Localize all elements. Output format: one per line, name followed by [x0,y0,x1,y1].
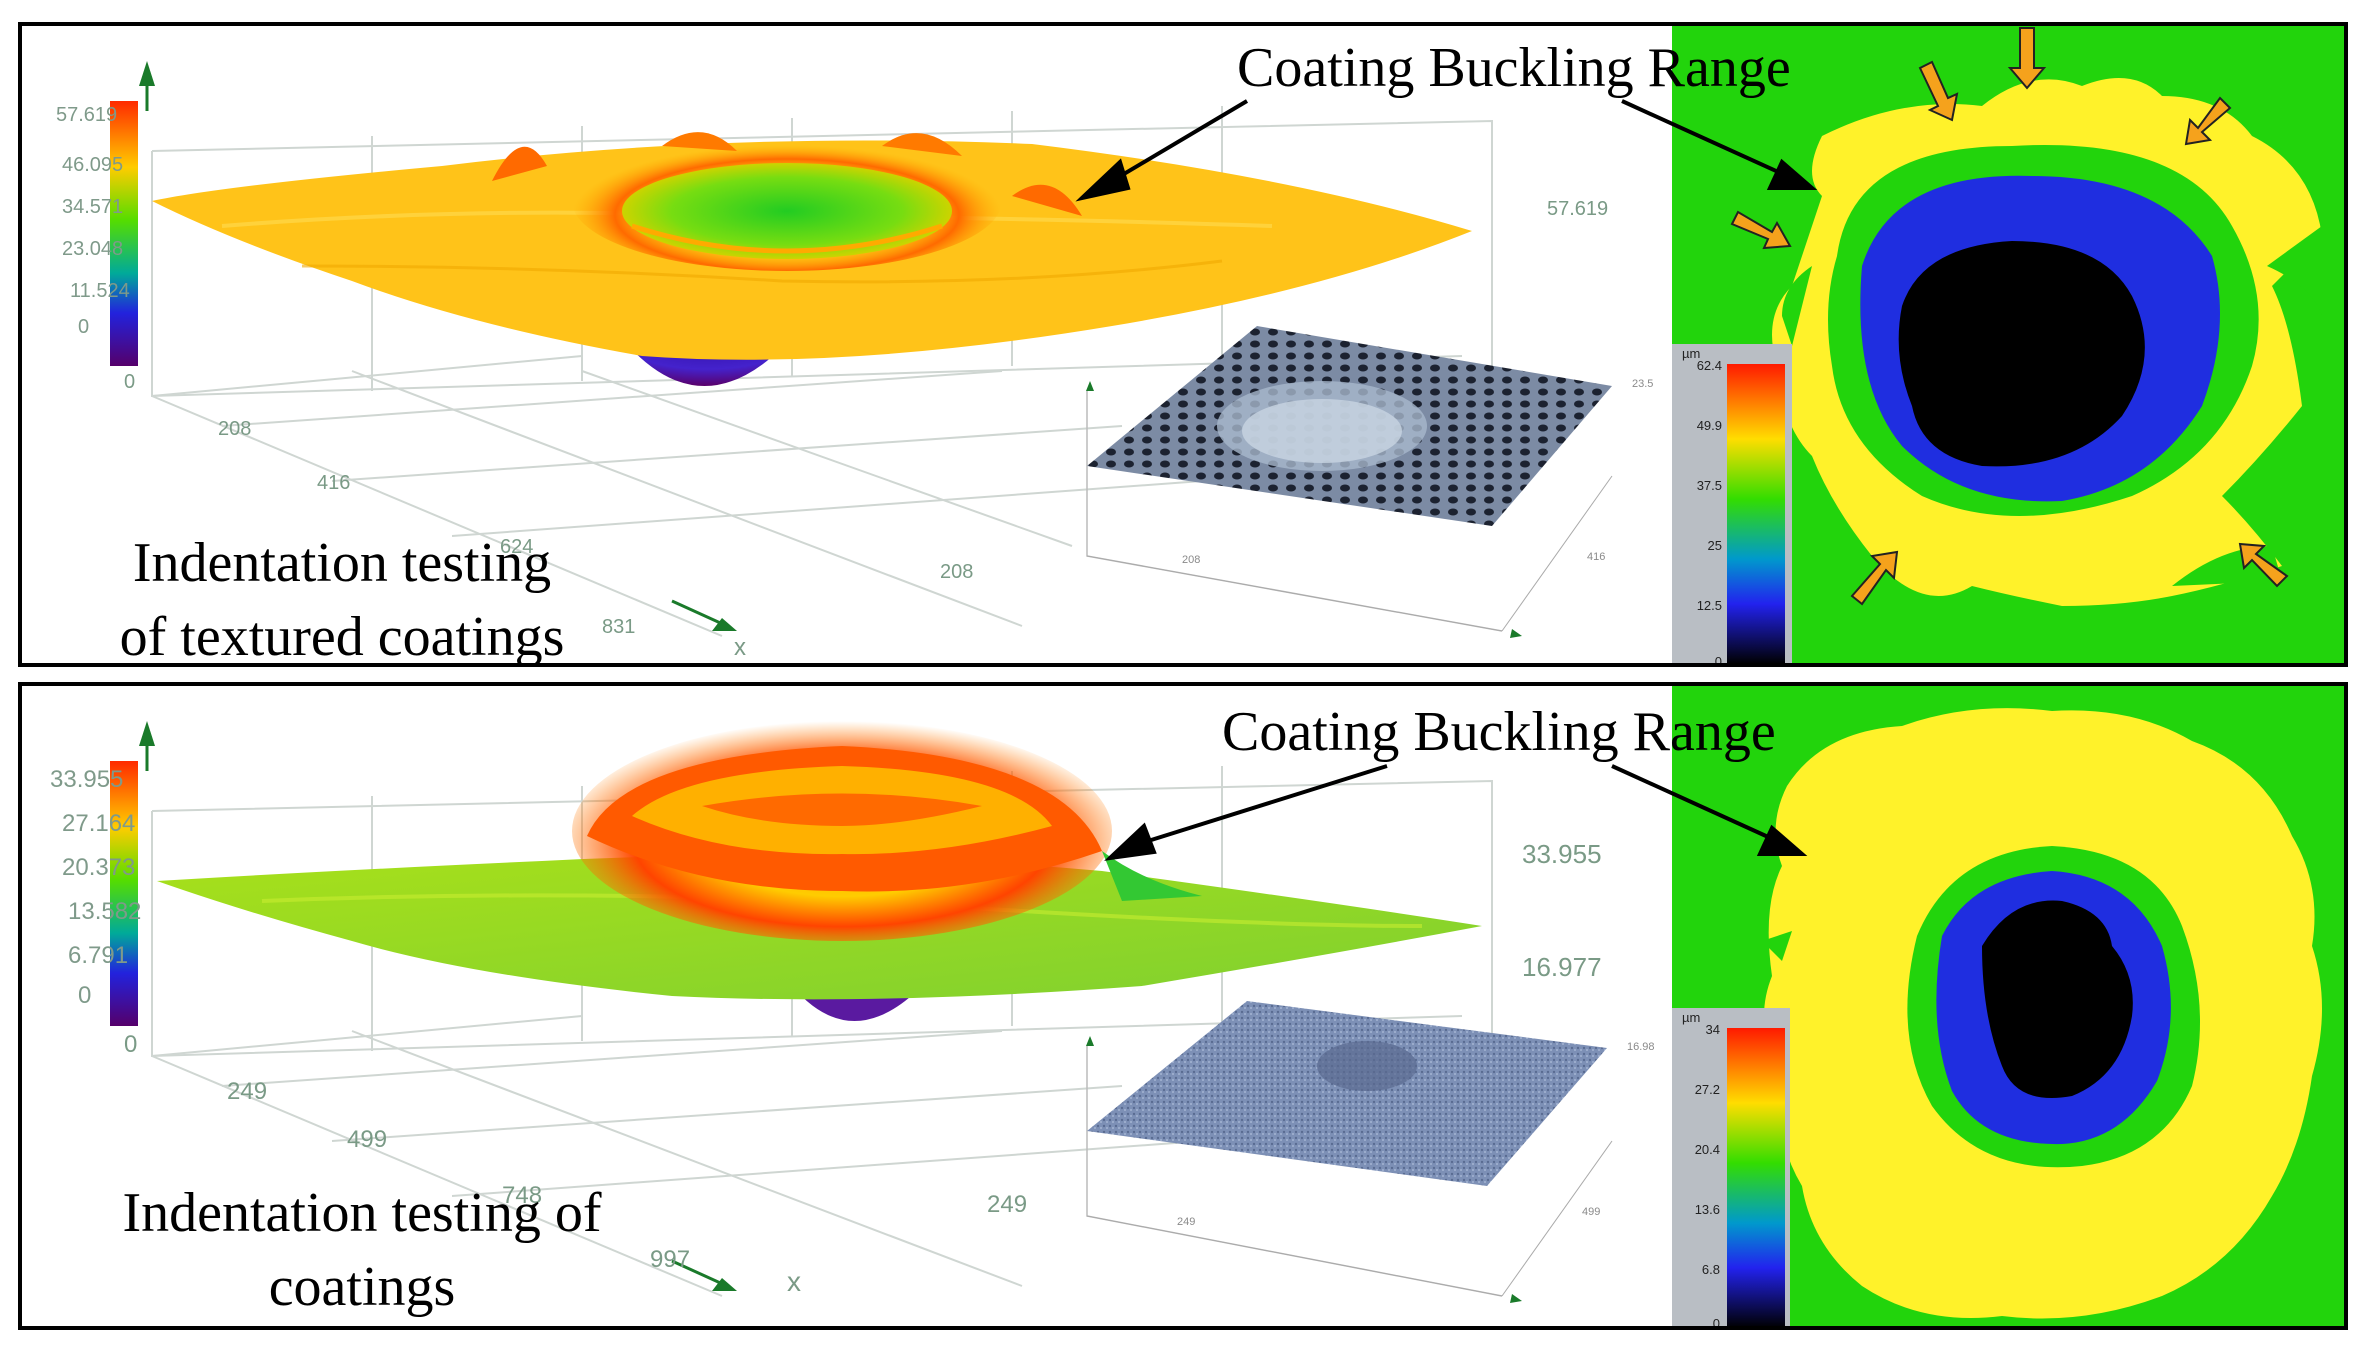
bottom-panel: 33.955 27.164 20.373 13.582 6.791 0 33.9… [18,682,2348,1330]
orange-arrow-icon [1918,60,1959,122]
orange-arrow-icon [2007,27,2047,90]
panel-caption: Indentation testing of textured coatings [62,526,622,667]
callout-arrow-head-icon [1075,158,1131,202]
scale-tick: 12.5 [1696,598,1722,613]
colorbar-tick: 57.619 [56,104,118,126]
scale-tick: 25 [1707,538,1722,553]
z-axis-side-value: 16.977 [1522,952,1602,982]
z-axis-arrow-icon [139,61,155,86]
axis-tick: 249 [987,1191,1028,1218]
z-axis-arrow-icon [139,721,155,746]
inset-z-arrow-icon [1086,381,1094,391]
inset-coating-surface [1086,1001,1613,1303]
scale-tick: 0 [1712,1316,1720,1330]
scale-tick: 6.8 [1701,1262,1720,1277]
x-axis-arrow-icon [712,618,737,631]
axis-tick: 748 [502,1182,543,1209]
axis-tick: 416 [317,472,351,494]
bottom-3d-surface-plot [110,686,2344,1326]
inset-textured-surface [1086,326,1613,638]
bottom-surface [157,721,1482,1021]
orange-arrow-icon [1850,550,1899,606]
z-axis-side-value: 33.955 [1522,839,1602,869]
colorbar-tick: 27.164 [62,810,136,837]
axis-tick: 499 [347,1126,388,1153]
scale-tick: 13.6 [1694,1202,1720,1217]
bottom-color-map [1672,686,2344,1326]
caption-line: Indentation testing of [122,1182,602,1244]
colorbar-tick: 20.373 [62,854,136,881]
callout-arrow-head-icon [1756,824,1808,856]
inset-color-scale: µm 62.4 49.9 37.5 25 12.5 0 [1672,344,1792,667]
colorbar-tick: 11.524 [70,280,130,302]
callout-arrows [1104,764,1808,861]
inset-tick: 208 [1182,554,1201,566]
inset-x-arrow-icon [1510,629,1522,638]
orange-arrow-icon [2238,542,2289,588]
x-axis-label: x [787,1266,801,1297]
inset-tick: 23.5 [1632,378,1654,390]
inset-tick: 249 [1177,1216,1196,1228]
axis-tick: 0 [124,1031,138,1058]
inset-tick: 499 [1582,1206,1601,1218]
colorbar-tick: 0 [78,982,92,1009]
scale-tick: 62.4 [1696,358,1722,373]
colorbar-tick: 0 [78,316,90,338]
coating-buckling-range-label: Coating Buckling Range [1222,701,1776,763]
scale-tick: 20.4 [1694,1142,1720,1157]
inset-x-arrow-icon [1510,1294,1522,1303]
inset-z-arrow-icon [1086,1036,1094,1046]
scale-unit: µm [1682,1010,1701,1025]
axis-tick: 831 [602,616,636,638]
coating-buckling-range-label: Coating Buckling Range [1237,37,1791,99]
orange-arrows [1730,27,2289,606]
axis-tick: 208 [218,418,252,440]
caption-line: coatings [268,1256,456,1318]
z-axis-side-value: 57.619 [1547,198,1609,220]
scale-tick: 37.5 [1696,478,1722,493]
colorbar-tick: 13.582 [68,898,142,925]
orange-arrow-icon [1730,210,1792,250]
callout-arrow-head-icon [1104,822,1157,861]
colorbar-tick: 6.791 [68,942,129,969]
caption-line: of textured coatings [119,606,565,667]
inset-color-scale: µm 34 27.2 20.4 13.6 6.8 0 [1672,1008,1790,1330]
inset-tick: 416 [1587,551,1606,563]
colorbar-tick: 34.571 [62,196,124,218]
callout-arrow-head-icon [1766,158,1818,190]
colorbar-tick: 23.048 [62,238,124,260]
axis-tick: 0 [124,371,136,393]
orange-arrow-icon [2184,96,2232,146]
scale-tick: 49.9 [1696,418,1722,433]
axis-tick: 249 [227,1078,268,1105]
top-panel: 57.619 46.095 34.571 23.048 11.524 0 57.… [18,22,2348,667]
axis-tick: 997 [650,1246,691,1273]
scale-tick: 0 [1714,654,1722,667]
top-surface [152,131,1472,386]
inset-tick: 16.98 [1627,1041,1655,1053]
callout-arrows [1075,99,1818,202]
panel-caption: Indentation testing of coatings [62,1176,662,1324]
x-axis-label: x [734,634,746,661]
axis-tick: 208 [940,561,974,583]
x-axis-arrow-icon [712,1278,737,1291]
scale-tick: 27.2 [1694,1082,1720,1097]
colorbar [110,101,138,366]
caption-line: Indentation testing [132,532,552,594]
scale-unit: µm [1682,346,1701,361]
axis-tick: 624 [500,536,534,558]
colorbar-tick: 46.095 [62,154,124,176]
scale-tick: 34 [1705,1022,1720,1037]
colorbar [110,761,138,1026]
colorbar-tick: 33.955 [50,766,124,793]
plot-grid [151,766,1493,1297]
